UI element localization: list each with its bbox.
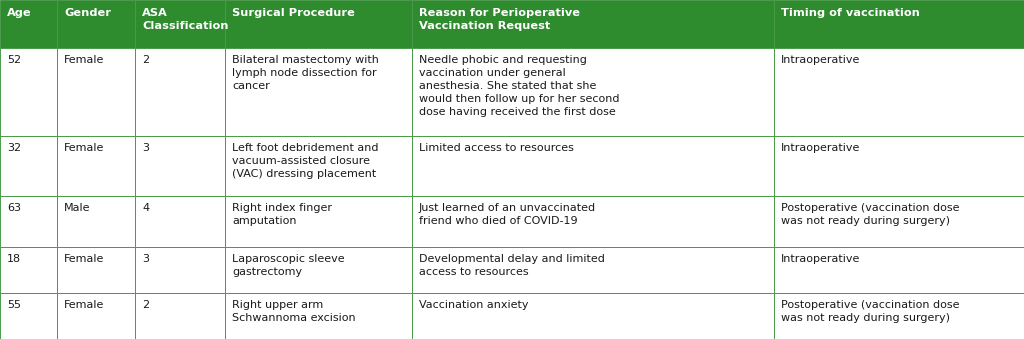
Bar: [774, 247, 1024, 293]
Text: Postoperative (vaccination dose
was not ready during surgery): Postoperative (vaccination dose was not …: [781, 203, 959, 226]
Text: Just learned of an unvaccinated
friend who died of COVID-19: Just learned of an unvaccinated friend w…: [419, 203, 596, 226]
Text: Left foot debridement and
vacuum-assisted closure
(VAC) dressing placement: Left foot debridement and vacuum-assiste…: [232, 143, 379, 179]
Text: Female: Female: [63, 255, 104, 264]
Text: Gender: Gender: [63, 8, 111, 18]
Text: Developmental delay and limited
access to resources: Developmental delay and limited access t…: [419, 255, 605, 277]
Text: Reason for Perioperative
Vaccination Request: Reason for Perioperative Vaccination Req…: [419, 8, 580, 31]
Text: Timing of vaccination: Timing of vaccination: [781, 8, 920, 18]
Text: Right index finger
amputation: Right index finger amputation: [232, 203, 332, 226]
Bar: [0, 293, 57, 339]
Bar: [0, 48, 57, 137]
Text: 3: 3: [142, 255, 150, 264]
Bar: [57, 293, 135, 339]
Bar: [135, 293, 225, 339]
Bar: [225, 293, 412, 339]
Text: Needle phobic and requesting
vaccination under general
anesthesia. She stated th: Needle phobic and requesting vaccination…: [419, 56, 620, 117]
Bar: [774, 0, 1024, 48]
Bar: [774, 48, 1024, 137]
Bar: [135, 196, 225, 247]
Bar: [225, 137, 412, 196]
Bar: [0, 196, 57, 247]
Text: Surgical Procedure: Surgical Procedure: [232, 8, 355, 18]
Text: 2: 2: [142, 300, 150, 310]
Bar: [57, 48, 135, 137]
Bar: [412, 0, 774, 48]
Text: 18: 18: [7, 255, 22, 264]
Bar: [412, 247, 774, 293]
Text: Female: Female: [63, 300, 104, 310]
Bar: [225, 48, 412, 137]
Bar: [0, 0, 57, 48]
Bar: [135, 247, 225, 293]
Text: Intraoperative: Intraoperative: [781, 143, 860, 154]
Text: 4: 4: [142, 203, 150, 213]
Text: Age: Age: [7, 8, 32, 18]
Text: Male: Male: [63, 203, 90, 213]
Text: Laparoscopic sleeve
gastrectomy: Laparoscopic sleeve gastrectomy: [232, 255, 345, 277]
Text: 55: 55: [7, 300, 22, 310]
Text: 32: 32: [7, 143, 22, 154]
Text: Vaccination anxiety: Vaccination anxiety: [419, 300, 528, 310]
Bar: [0, 137, 57, 196]
Text: Bilateral mastectomy with
lymph node dissection for
cancer: Bilateral mastectomy with lymph node dis…: [232, 56, 379, 91]
Text: Intraoperative: Intraoperative: [781, 255, 860, 264]
Bar: [412, 137, 774, 196]
Text: Intraoperative: Intraoperative: [781, 56, 860, 65]
Bar: [412, 293, 774, 339]
Bar: [225, 196, 412, 247]
Text: 3: 3: [142, 143, 150, 154]
Text: Female: Female: [63, 143, 104, 154]
Bar: [774, 293, 1024, 339]
Bar: [57, 196, 135, 247]
Bar: [57, 247, 135, 293]
Bar: [225, 0, 412, 48]
Text: Limited access to resources: Limited access to resources: [419, 143, 573, 154]
Bar: [135, 0, 225, 48]
Text: Right upper arm
Schwannoma excision: Right upper arm Schwannoma excision: [232, 300, 355, 323]
Text: 2: 2: [142, 56, 150, 65]
Bar: [57, 0, 135, 48]
Bar: [225, 247, 412, 293]
Bar: [774, 137, 1024, 196]
Bar: [412, 196, 774, 247]
Bar: [412, 48, 774, 137]
Bar: [774, 196, 1024, 247]
Bar: [135, 48, 225, 137]
Bar: [57, 137, 135, 196]
Bar: [135, 137, 225, 196]
Bar: [0, 247, 57, 293]
Text: 63: 63: [7, 203, 22, 213]
Text: Postoperative (vaccination dose
was not ready during surgery): Postoperative (vaccination dose was not …: [781, 300, 959, 323]
Text: Female: Female: [63, 56, 104, 65]
Text: 52: 52: [7, 56, 22, 65]
Text: ASA
Classification: ASA Classification: [142, 8, 228, 31]
